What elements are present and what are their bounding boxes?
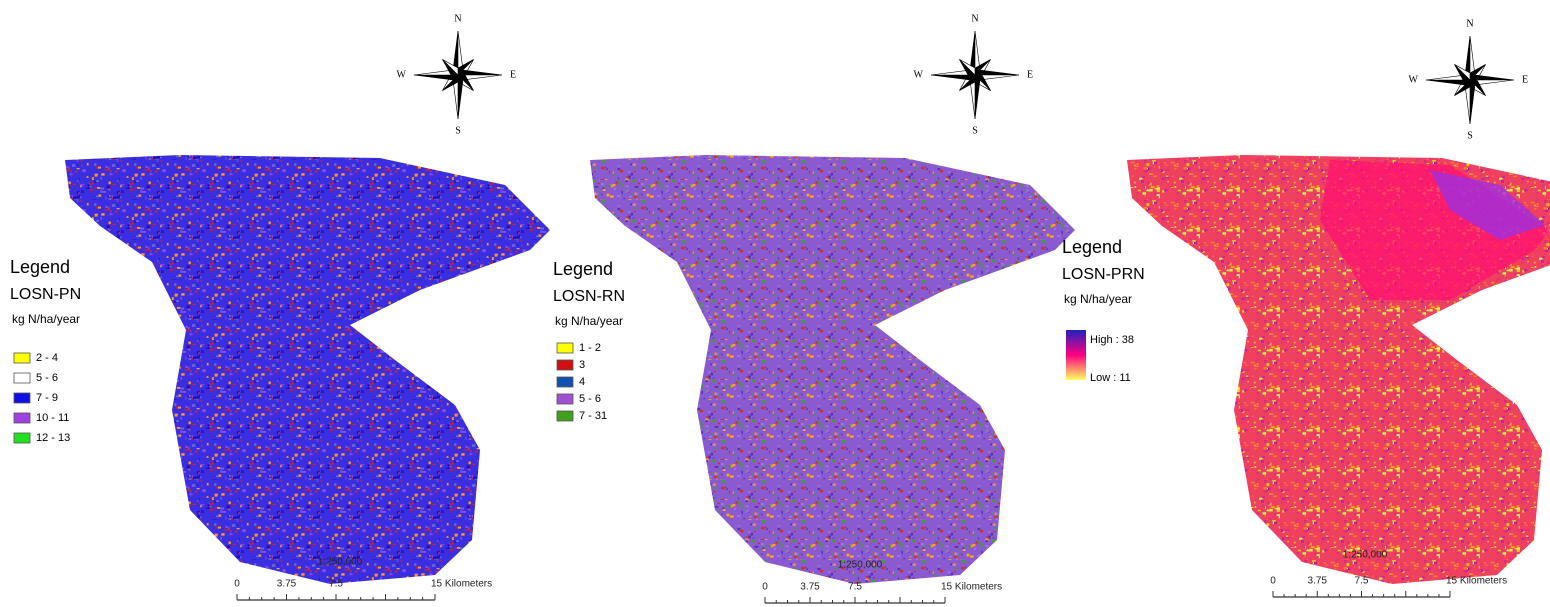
compass-s: S	[1467, 130, 1473, 141]
legend-swatch	[14, 433, 30, 443]
compass-w: W	[1409, 74, 1419, 85]
legend-swatch	[557, 343, 573, 353]
legend-item: 7 - 9	[36, 392, 58, 404]
scale-label: 15 Kilometers	[941, 582, 1002, 593]
compass-e: E	[1027, 69, 1033, 80]
legend-layer: LOSN-PN	[10, 286, 81, 303]
legend-layer: LOSN-PRN	[1062, 266, 1145, 283]
scale-ratio: 1:250,000	[318, 557, 363, 568]
map-region	[65, 155, 550, 584]
legend-swatch	[557, 394, 573, 404]
scale-label: 15 Kilometers	[1446, 576, 1507, 587]
compass-point	[975, 70, 1019, 75]
scale-label: 7.5	[1355, 576, 1369, 587]
compass-point	[1470, 75, 1514, 80]
legend-item: 5 - 6	[579, 393, 601, 405]
legend-unit: kg N/ha/year	[555, 314, 623, 328]
legend-unit: kg N/ha/year	[1064, 292, 1132, 306]
legend-title: Legend	[1062, 237, 1122, 257]
legend-item: 1 - 2	[579, 342, 601, 354]
compass: N S W E	[397, 13, 517, 136]
legend-title: Legend	[10, 257, 70, 277]
compass-point	[414, 75, 458, 80]
legend-title: Legend	[553, 259, 613, 279]
legend-swatch	[14, 353, 30, 363]
legend-item: 4	[579, 376, 585, 388]
legend-swatch	[557, 411, 573, 421]
compass-n: N	[971, 13, 978, 24]
legend-swatch	[14, 373, 30, 383]
compass: N S W E	[914, 13, 1034, 136]
compass-point	[1426, 80, 1470, 85]
compass-e: E	[1522, 74, 1528, 85]
map-panel: N S W E Legend LOSN-PRN kg N/ha/year High : 38 L…	[1062, 18, 1550, 597]
legend-item: 12 - 13	[36, 432, 70, 444]
legend-item: 5 - 6	[36, 372, 58, 384]
legend-layer: LOSN-RN	[553, 288, 625, 305]
scale-label: 15 Kilometers	[431, 579, 492, 590]
compass-w: W	[914, 69, 924, 80]
map-panel: N S W E Legend LOSN-PN kg N/ha/year 2 - 4 5 - 6 7…	[10, 13, 550, 600]
compass-s: S	[455, 125, 461, 136]
map-panel: N S W E Legend LOSN-RN kg N/ha/year 1 - 2 3 4 5 - …	[553, 13, 1075, 603]
scale-label: 0	[1270, 576, 1276, 587]
compass-point	[458, 75, 463, 119]
legend-item: 2 - 4	[36, 352, 58, 364]
compass-s: S	[972, 125, 978, 136]
scale-label: 3.75	[277, 579, 297, 590]
legend-item: 3	[579, 359, 585, 371]
legend-item: 10 - 11	[36, 412, 69, 424]
compass-n: N	[454, 13, 461, 24]
scale-label: 7.5	[329, 579, 343, 590]
legend-unit: kg N/ha/year	[12, 312, 80, 326]
scale-ratio: 1:250,000	[838, 560, 883, 571]
compass-w: W	[397, 69, 407, 80]
scale-label: 3.75	[800, 582, 820, 593]
legend-swatch	[557, 377, 573, 387]
legend-item: 7 - 31	[579, 410, 607, 422]
compass-n: N	[1466, 18, 1473, 29]
legend-ramp	[1066, 330, 1086, 380]
scale-ratio: 1:250,000	[1343, 550, 1388, 561]
scale-label: 0	[234, 579, 240, 590]
compass-point	[1470, 80, 1475, 124]
compass: N S W E	[1409, 18, 1529, 141]
compass-point	[975, 75, 980, 119]
scale-label: 0	[762, 582, 768, 593]
legend-swatch	[557, 360, 573, 370]
legend-swatch	[14, 393, 30, 403]
legend-low: Low : 11	[1090, 372, 1131, 384]
legend-high: High : 38	[1090, 334, 1134, 346]
scale-label: 7.5	[848, 582, 862, 593]
compass-point	[458, 70, 502, 75]
map-region	[590, 155, 1075, 584]
compass-point	[931, 75, 975, 80]
scale-label: 3.75	[1308, 576, 1328, 587]
compass-e: E	[510, 69, 516, 80]
map-figure: N S W E Legend LOSN-PN kg N/ha/year 2 - 4 5 - 6 7…	[0, 0, 1550, 607]
legend-swatch	[14, 413, 30, 423]
